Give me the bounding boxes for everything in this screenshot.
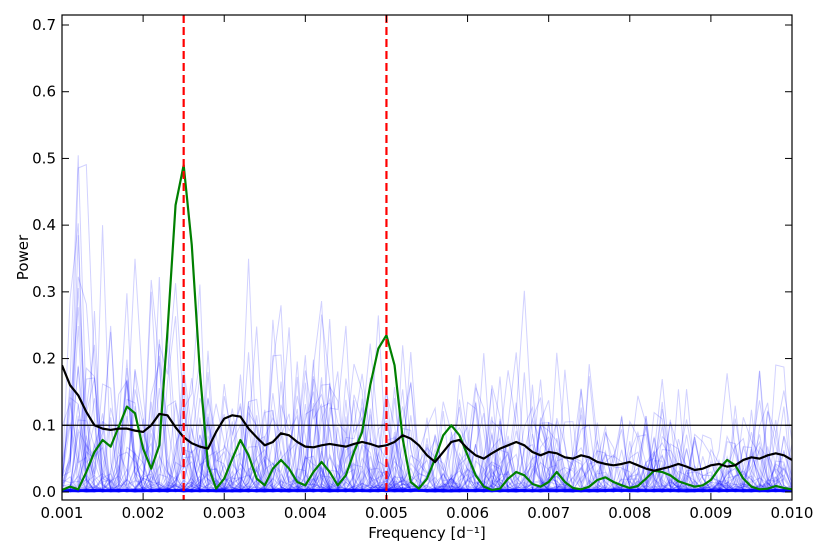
random-periodogram-line <box>62 258 792 493</box>
random-periodogram-line <box>62 155 792 493</box>
random-periodogram-line <box>62 382 792 493</box>
frequency-marker-lines <box>182 15 388 500</box>
random-periodogram-line <box>62 425 792 493</box>
random-periodogram-line <box>62 305 792 493</box>
y-tick-label: 0.1 <box>32 416 56 434</box>
random-periodogram-line <box>62 395 792 493</box>
random-periodogram-line <box>62 415 792 493</box>
x-tick-label: 0.004 <box>284 504 327 522</box>
random-periodogram-line <box>62 408 792 493</box>
random-periodogram-lines <box>62 155 792 493</box>
x-tick-label: 0.008 <box>608 504 651 522</box>
y-tick-label: 0.0 <box>32 483 56 501</box>
random-periodogram-line <box>62 397 792 493</box>
random-periodogram-line <box>62 401 792 493</box>
random-periodogram-line <box>62 444 792 493</box>
random-periodogram-line <box>62 399 792 493</box>
random-periodogram-line <box>62 318 792 493</box>
x-tick-label: 0.005 <box>365 504 408 522</box>
random-periodogram-line <box>62 319 792 493</box>
random-periodogram-line <box>62 431 792 493</box>
x-tick-label: 0.009 <box>689 504 732 522</box>
random-periodogram-line <box>62 445 792 493</box>
random-periodogram-line <box>62 411 792 493</box>
random-periodogram-line <box>62 290 792 493</box>
random-periodogram-line <box>62 379 792 493</box>
random-periodogram-line <box>62 383 792 493</box>
random-periodogram-line <box>62 316 792 493</box>
x-tick-label: 0.010 <box>771 504 814 522</box>
random-periodogram-line <box>62 371 792 493</box>
x-axis-label: Frequency [d⁻¹] <box>368 524 485 542</box>
random-periodogram-line <box>62 163 792 493</box>
random-periodogram-line <box>62 402 792 493</box>
random-periodogram-line <box>62 417 792 493</box>
random-periodogram-line <box>62 352 792 493</box>
random-periodogram-line <box>62 413 792 493</box>
random-periodogram-line <box>62 377 792 493</box>
y-tick-label: 0.2 <box>32 350 56 368</box>
random-periodogram-line <box>62 283 792 493</box>
random-periodogram-line <box>62 235 792 493</box>
random-periodogram-line <box>62 428 792 493</box>
random-periodogram-line <box>62 378 792 493</box>
y-tick-label: 0.5 <box>32 149 56 167</box>
plot-frame <box>61 14 793 501</box>
random-periodogram-line <box>62 311 792 493</box>
random-periodogram-line <box>62 417 792 493</box>
random-periodogram-line <box>62 369 792 493</box>
x-tick-label: 0.007 <box>527 504 570 522</box>
x-tick-label: 0.003 <box>203 504 246 522</box>
random-periodogram-line <box>62 383 792 493</box>
random-periodogram-line <box>62 381 792 493</box>
random-periodogram-line <box>62 423 792 493</box>
random-periodogram-line <box>62 430 792 493</box>
random-periodogram-line <box>62 291 792 493</box>
x-tick-label: 0.001 <box>41 504 84 522</box>
random-periodogram-line <box>62 369 792 493</box>
random-periodogram-line <box>62 288 792 493</box>
y-axis-label: Power <box>14 234 32 280</box>
y-tick-label: 0.7 <box>32 16 56 34</box>
random-periodogram-line <box>62 434 792 493</box>
x-tick-label: 0.006 <box>446 504 489 522</box>
y-axis-ticks: 0.0 0.1 0.2 0.3 0.4 0.5 0.6 0.7 <box>32 16 792 501</box>
random-periodogram-line <box>62 388 792 493</box>
random-periodogram-line <box>62 406 792 493</box>
random-periodogram-line <box>62 365 792 493</box>
random-periodogram-line <box>62 434 792 493</box>
y-tick-label: 0.3 <box>32 283 56 301</box>
y-tick-label: 0.4 <box>32 216 56 234</box>
random-periodogram-line <box>62 377 792 493</box>
random-periodogram-line <box>62 377 792 493</box>
random-periodogram-line <box>62 370 792 493</box>
random-periodogram-line <box>62 429 792 493</box>
y-tick-label: 0.6 <box>32 83 56 101</box>
x-axis-ticks: 0.001 0.002 0.003 0.004 0.005 0.006 0.007 0.008… <box>41 15 814 522</box>
x-tick-label: 0.002 <box>122 504 165 522</box>
random-periodogram-line <box>62 445 792 493</box>
